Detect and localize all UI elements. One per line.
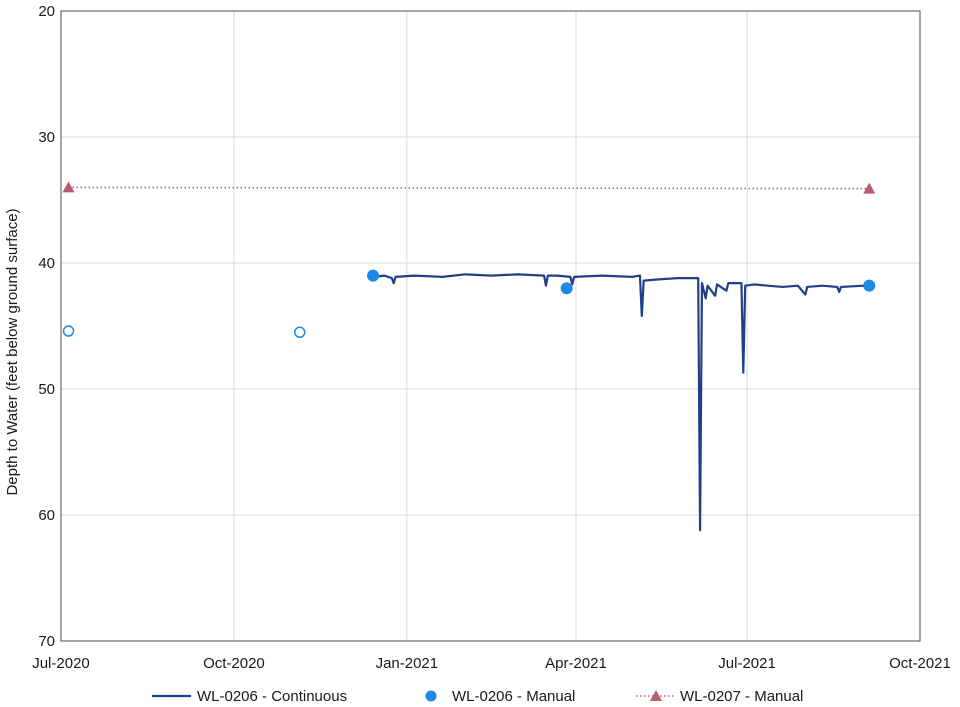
- legend-swatch-wl-0206-manual: [425, 690, 437, 702]
- x-tick-label: Oct-2021: [889, 655, 951, 672]
- x-tick-label: Jul-2021: [718, 655, 776, 672]
- y-tick-label: 60: [38, 507, 55, 524]
- series-line-wl-0206-continuous: [374, 273, 864, 532]
- x-tick-label: Apr-2021: [545, 655, 607, 672]
- x-tick-label: Jan-2021: [376, 655, 439, 672]
- point-wl-0206-manual-hollow: [62, 325, 75, 337]
- y-axis-title: Depth to Water (feet below ground surfac…: [4, 208, 21, 495]
- legend-label-wl-0206-manual: WL-0206 - Manual: [452, 688, 575, 705]
- point-wl-0207-manual: [863, 182, 876, 194]
- x-tick-label: Jul-2020: [32, 655, 90, 672]
- plot-frame: [60, 10, 921, 642]
- series-layer: [62, 181, 876, 532]
- y-tick-label: 20: [38, 3, 55, 20]
- point-wl-0206-manual: [367, 269, 380, 282]
- series-line-wl-0207-manual: [68, 186, 870, 190]
- point-wl-0206-manual: [560, 282, 573, 295]
- point-wl-0206-manual-hollow: [293, 326, 306, 339]
- x-axis-tick-labels: Jul-2020 Oct-2020 Jan-2021 Apr-2021 Jul-2021…: [32, 655, 951, 672]
- point-wl-0207-manual: [62, 181, 75, 193]
- legend: WL-0206 - Continuous WL-0206 - Manual WL-0…: [152, 688, 803, 705]
- legend-label-wl-0206-continuous: WL-0206 - Continuous: [197, 688, 347, 705]
- legend-label-wl-0207-manual: WL-0207 - Manual: [680, 688, 803, 705]
- y-axis-tick-labels: 20 30 40 50 60 70: [38, 3, 55, 650]
- y-tick-label: 50: [38, 381, 55, 398]
- point-wl-0206-manual: [863, 279, 876, 292]
- y-tick-label: 40: [38, 255, 55, 272]
- legend-swatch-marker-wl-0207-manual: [650, 690, 662, 701]
- y-tick-label: 30: [38, 129, 55, 146]
- y-tick-label: 70: [38, 633, 55, 650]
- x-tick-label: Oct-2020: [203, 655, 265, 672]
